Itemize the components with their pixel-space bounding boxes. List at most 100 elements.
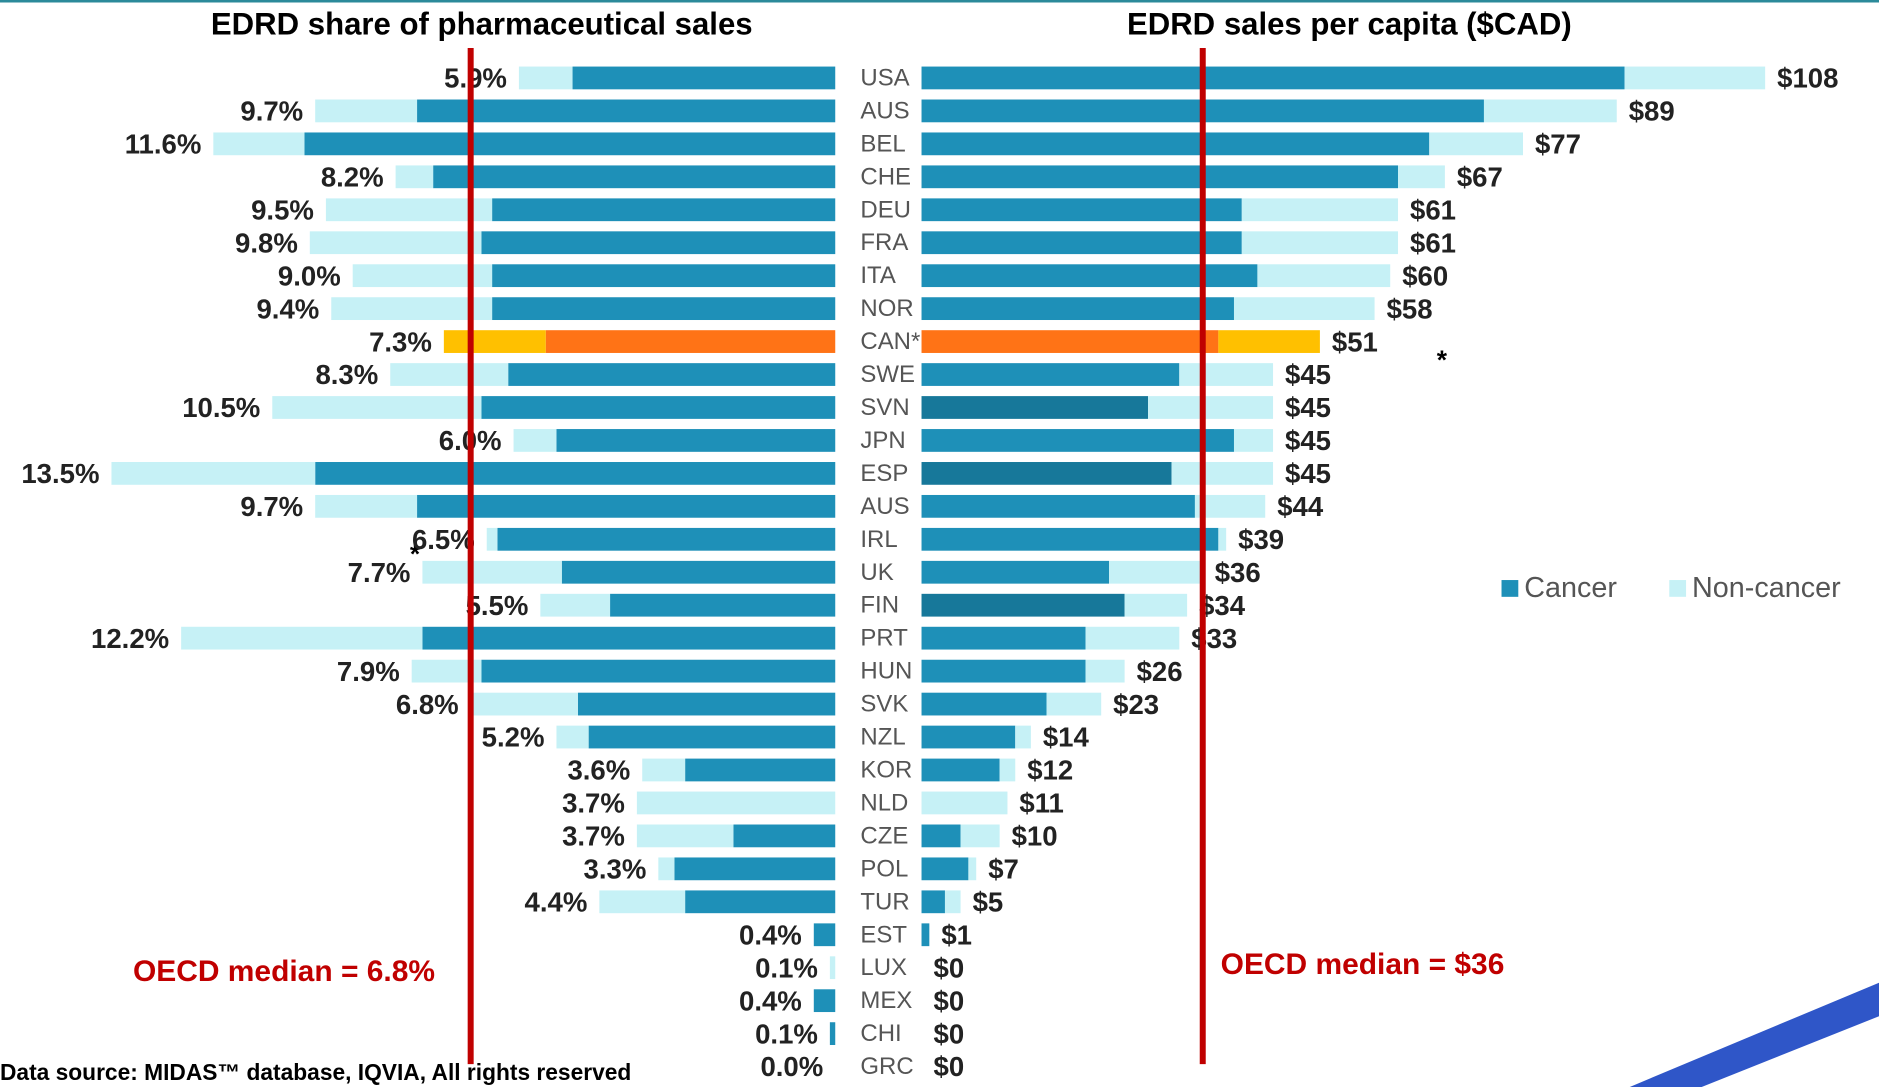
bar-segment bbox=[921, 923, 930, 947]
category-label: JPN bbox=[860, 427, 905, 454]
bar-segment bbox=[513, 429, 557, 452]
bar-segment bbox=[685, 890, 836, 914]
bar-segment bbox=[1015, 725, 1031, 749]
bar-segment bbox=[556, 429, 836, 452]
legend-swatch bbox=[1669, 580, 1687, 597]
bar-segment bbox=[733, 824, 836, 848]
value-label: $45 bbox=[1285, 458, 1331, 489]
bar-segment bbox=[921, 264, 1258, 288]
bar-segment bbox=[1179, 363, 1274, 386]
category-label: UK bbox=[860, 559, 893, 586]
bar-segment bbox=[572, 66, 836, 90]
bar-segment bbox=[481, 659, 836, 683]
bar-segment bbox=[921, 758, 1000, 782]
bar-segment bbox=[813, 989, 836, 1013]
value-label: $45 bbox=[1285, 425, 1331, 456]
bar-segment bbox=[331, 297, 493, 321]
value-label: 3.6% bbox=[567, 755, 630, 786]
legend-label: Cancer bbox=[1524, 572, 1617, 604]
value-label: $45 bbox=[1285, 392, 1331, 423]
median-label: OECD median = 6.8% bbox=[133, 955, 435, 988]
bar-segment bbox=[390, 363, 509, 386]
annotation: * bbox=[410, 539, 421, 569]
bar-segment bbox=[492, 264, 836, 288]
bar-segment bbox=[492, 297, 836, 321]
category-label: AUS bbox=[860, 493, 909, 520]
category-label: LUX bbox=[860, 954, 907, 981]
bar-segment bbox=[1085, 659, 1125, 683]
bar-segment bbox=[315, 494, 418, 518]
source-note: Data source: MIDAS™ database, IQVIA, All… bbox=[0, 1059, 631, 1085]
value-label: 8.2% bbox=[321, 161, 384, 192]
bar-segment bbox=[433, 165, 836, 189]
value-label: $7 bbox=[988, 854, 1019, 885]
bar-segment bbox=[658, 857, 675, 881]
bar-segment bbox=[111, 462, 316, 485]
value-label: 0.1% bbox=[755, 952, 818, 983]
value-label: 5.9% bbox=[444, 63, 507, 94]
value-label: $45 bbox=[1285, 359, 1331, 390]
value-label: 9.8% bbox=[235, 227, 298, 258]
value-label: 9.4% bbox=[256, 293, 319, 324]
bar-segment bbox=[492, 198, 836, 222]
bar-segment bbox=[577, 692, 836, 716]
value-label: 3.7% bbox=[562, 788, 625, 819]
bar-segment bbox=[642, 758, 686, 782]
bar-segment bbox=[921, 857, 969, 881]
category-label: NLD bbox=[860, 789, 908, 816]
bar-segment bbox=[1218, 527, 1227, 551]
bar-segment bbox=[272, 396, 482, 419]
bar-segment bbox=[829, 1022, 836, 1046]
bar-segment bbox=[411, 659, 482, 683]
bar-segment bbox=[636, 791, 836, 815]
bar-segment bbox=[921, 429, 1234, 452]
bar-segment bbox=[968, 857, 977, 881]
value-label: $1 bbox=[941, 919, 972, 950]
category-label: USA bbox=[860, 64, 909, 91]
category-label: SWE bbox=[860, 361, 915, 388]
value-label: 4.4% bbox=[525, 886, 588, 917]
value-label: 8.3% bbox=[315, 359, 378, 390]
value-label: $11 bbox=[1019, 788, 1063, 819]
value-label: $12 bbox=[1027, 755, 1073, 786]
bar-segment bbox=[921, 494, 1195, 518]
bar-segment bbox=[1148, 396, 1274, 419]
bar-segment bbox=[518, 66, 573, 90]
bar-segment bbox=[1233, 429, 1274, 452]
value-label: $60 bbox=[1402, 260, 1448, 291]
bar-segment bbox=[1233, 297, 1375, 321]
value-label: 9.7% bbox=[240, 96, 303, 127]
value-label: $77 bbox=[1535, 129, 1581, 160]
bar-segment bbox=[181, 626, 423, 650]
bar-segment bbox=[921, 890, 945, 914]
category-label: GRC bbox=[860, 1053, 913, 1080]
category-label: HUN bbox=[860, 658, 912, 685]
category-label: SVN bbox=[860, 394, 909, 421]
value-label: $0 bbox=[934, 1018, 965, 1049]
value-label: 0.4% bbox=[739, 919, 802, 950]
value-label: $0 bbox=[934, 952, 965, 983]
bar-segment bbox=[481, 231, 836, 255]
bar-segment bbox=[813, 923, 836, 947]
bar-segment bbox=[921, 527, 1219, 551]
value-label: $10 bbox=[1012, 821, 1058, 852]
bar-segment bbox=[443, 330, 546, 353]
category-label: POL bbox=[860, 855, 908, 882]
bar-segment bbox=[921, 66, 1625, 90]
value-label: $14 bbox=[1043, 722, 1090, 753]
value-label: $61 bbox=[1410, 227, 1456, 258]
bar-segment bbox=[486, 527, 498, 551]
value-label: 0.1% bbox=[755, 1018, 818, 1049]
bar-segment bbox=[1171, 462, 1274, 485]
value-label: 6.8% bbox=[396, 689, 459, 720]
bar-segment bbox=[921, 725, 1016, 749]
bar-segment bbox=[213, 132, 305, 156]
bar-segment bbox=[508, 363, 836, 386]
value-label: 9.7% bbox=[240, 491, 303, 522]
bar-segment bbox=[921, 824, 961, 848]
category-label: CAN* bbox=[860, 328, 920, 355]
bar-segment bbox=[1046, 692, 1102, 716]
category-label: KOR bbox=[860, 757, 912, 784]
bar-segment bbox=[417, 99, 836, 123]
